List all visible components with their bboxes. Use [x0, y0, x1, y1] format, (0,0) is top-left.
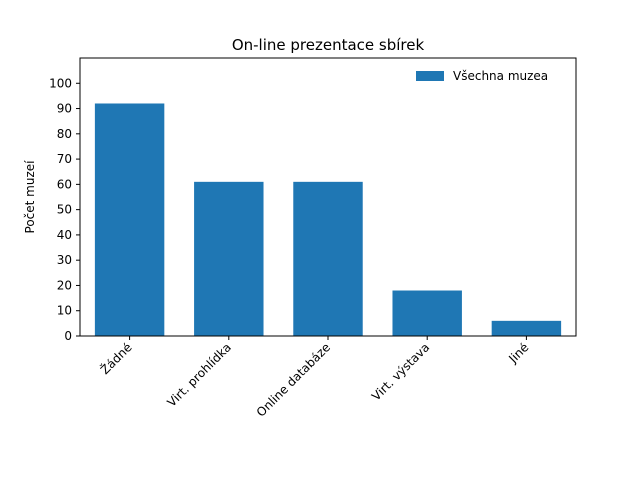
- y-tick-label: 100: [49, 76, 72, 90]
- bars-group: [94, 103, 562, 336]
- y-tick-label: 30: [57, 253, 72, 267]
- y-tick-label: 70: [57, 152, 72, 166]
- y-tick-label: 0: [64, 329, 72, 343]
- bar: [392, 290, 462, 336]
- chart-title: On-line prezentace sbírek: [232, 36, 425, 54]
- y-axis: 0 10 20 30 40 50 60 70 80 90 100: [49, 76, 80, 343]
- legend-swatch: [416, 71, 444, 81]
- y-tick-label: 60: [57, 177, 72, 191]
- plot-frame: [79, 57, 577, 337]
- bar: [293, 181, 363, 336]
- y-tick-label: 80: [57, 127, 72, 141]
- bar: [194, 181, 264, 336]
- legend-label: Všechna muzea: [453, 69, 548, 83]
- y-tick-label: 50: [57, 203, 72, 217]
- bar: [491, 320, 562, 336]
- y-tick-label: 40: [57, 228, 72, 242]
- y-tick-label: 10: [57, 304, 72, 318]
- y-tick-label: 20: [57, 278, 72, 292]
- bar: [94, 103, 165, 336]
- legend: Všechna muzea: [416, 69, 548, 83]
- y-axis-label: Počet muzeí: [23, 160, 37, 234]
- y-tick-label: 90: [57, 102, 72, 116]
